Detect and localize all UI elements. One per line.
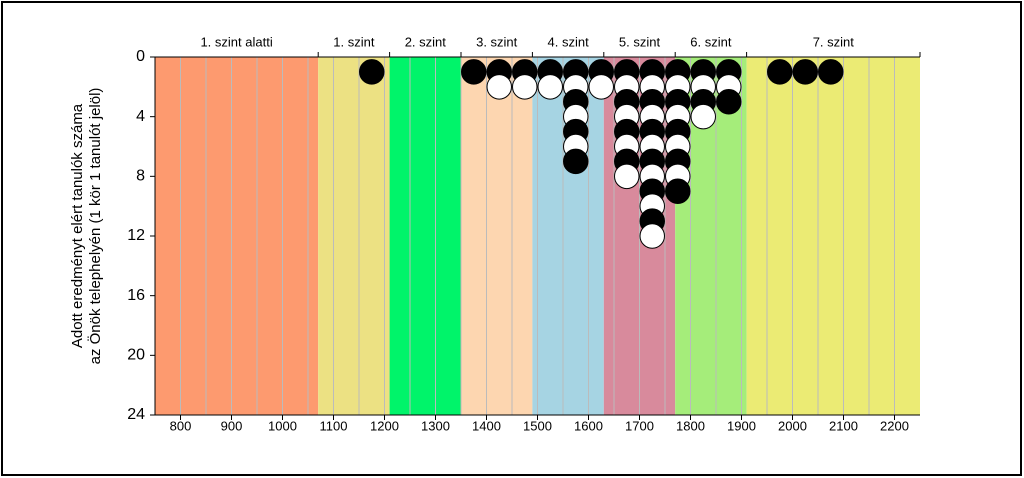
x-tick-label: 1700	[625, 418, 654, 433]
x-tick-label: 1100	[320, 418, 348, 433]
student-dot	[486, 74, 512, 100]
y-tick-label: 12	[127, 227, 145, 244]
band-label: 1. szint alatti	[200, 34, 272, 49]
student-dot	[716, 89, 742, 115]
band-label: 2. szint	[405, 34, 447, 49]
student-dot	[818, 59, 844, 85]
level-band	[461, 57, 533, 415]
x-tick-label: 2100	[829, 418, 858, 433]
student-dot	[512, 74, 538, 100]
x-tick-label: 2200	[880, 418, 909, 433]
level-band	[746, 57, 920, 415]
student-dot	[614, 163, 640, 190]
y-axis-label: az Önök telephelyén (1 kör 1 tanulót jel…	[86, 88, 104, 365]
y-tick-label: 24	[127, 406, 145, 423]
x-tick-label: 1300	[421, 418, 450, 433]
x-tick-label: 2000	[778, 418, 807, 433]
x-tick-label: 1200	[370, 418, 399, 433]
x-tick-label: 1800	[676, 418, 705, 433]
band-label: 5. szint	[619, 34, 661, 49]
student-dot	[690, 103, 716, 130]
level-band	[155, 57, 319, 415]
y-tick-label: 4	[136, 108, 145, 125]
x-tick-label: 1600	[574, 418, 603, 433]
student-dot	[359, 59, 385, 85]
level-band	[389, 57, 461, 415]
plot-content: 1. szint alatti 1. szint 2. szint 3. szint 4…	[127, 34, 921, 433]
student-dot	[461, 59, 487, 85]
y-tick-label: 0	[136, 48, 145, 65]
band-label: 6. szint	[690, 34, 732, 49]
x-tick-label: 800	[170, 418, 192, 433]
y-tick-label: 20	[127, 347, 145, 364]
x-tick-label: 1400	[472, 418, 501, 433]
student-dot	[767, 59, 793, 85]
band-label: 7. szint	[813, 34, 855, 49]
student-dot	[563, 148, 589, 175]
x-tick-label: 1500	[523, 418, 552, 433]
y-axis-label: Adott eredményt elért tanulók száma	[69, 103, 86, 348]
x-tick-label: 900	[221, 418, 243, 433]
level-band	[318, 57, 390, 415]
student-dot	[537, 74, 563, 100]
band-label: 1. szint	[333, 34, 375, 49]
student-dot	[665, 178, 691, 204]
x-tick-label: 1900	[727, 418, 756, 433]
x-tick-label: 1000	[268, 418, 297, 433]
student-dot	[639, 223, 665, 249]
band-label: 4. szint	[548, 34, 590, 49]
student-dot	[792, 59, 818, 85]
band-label: 3. szint	[476, 34, 518, 49]
plot-bands	[155, 57, 920, 415]
y-tick-label: 8	[136, 168, 145, 185]
y-tick-label: 16	[127, 287, 145, 304]
student-dot	[588, 74, 614, 100]
